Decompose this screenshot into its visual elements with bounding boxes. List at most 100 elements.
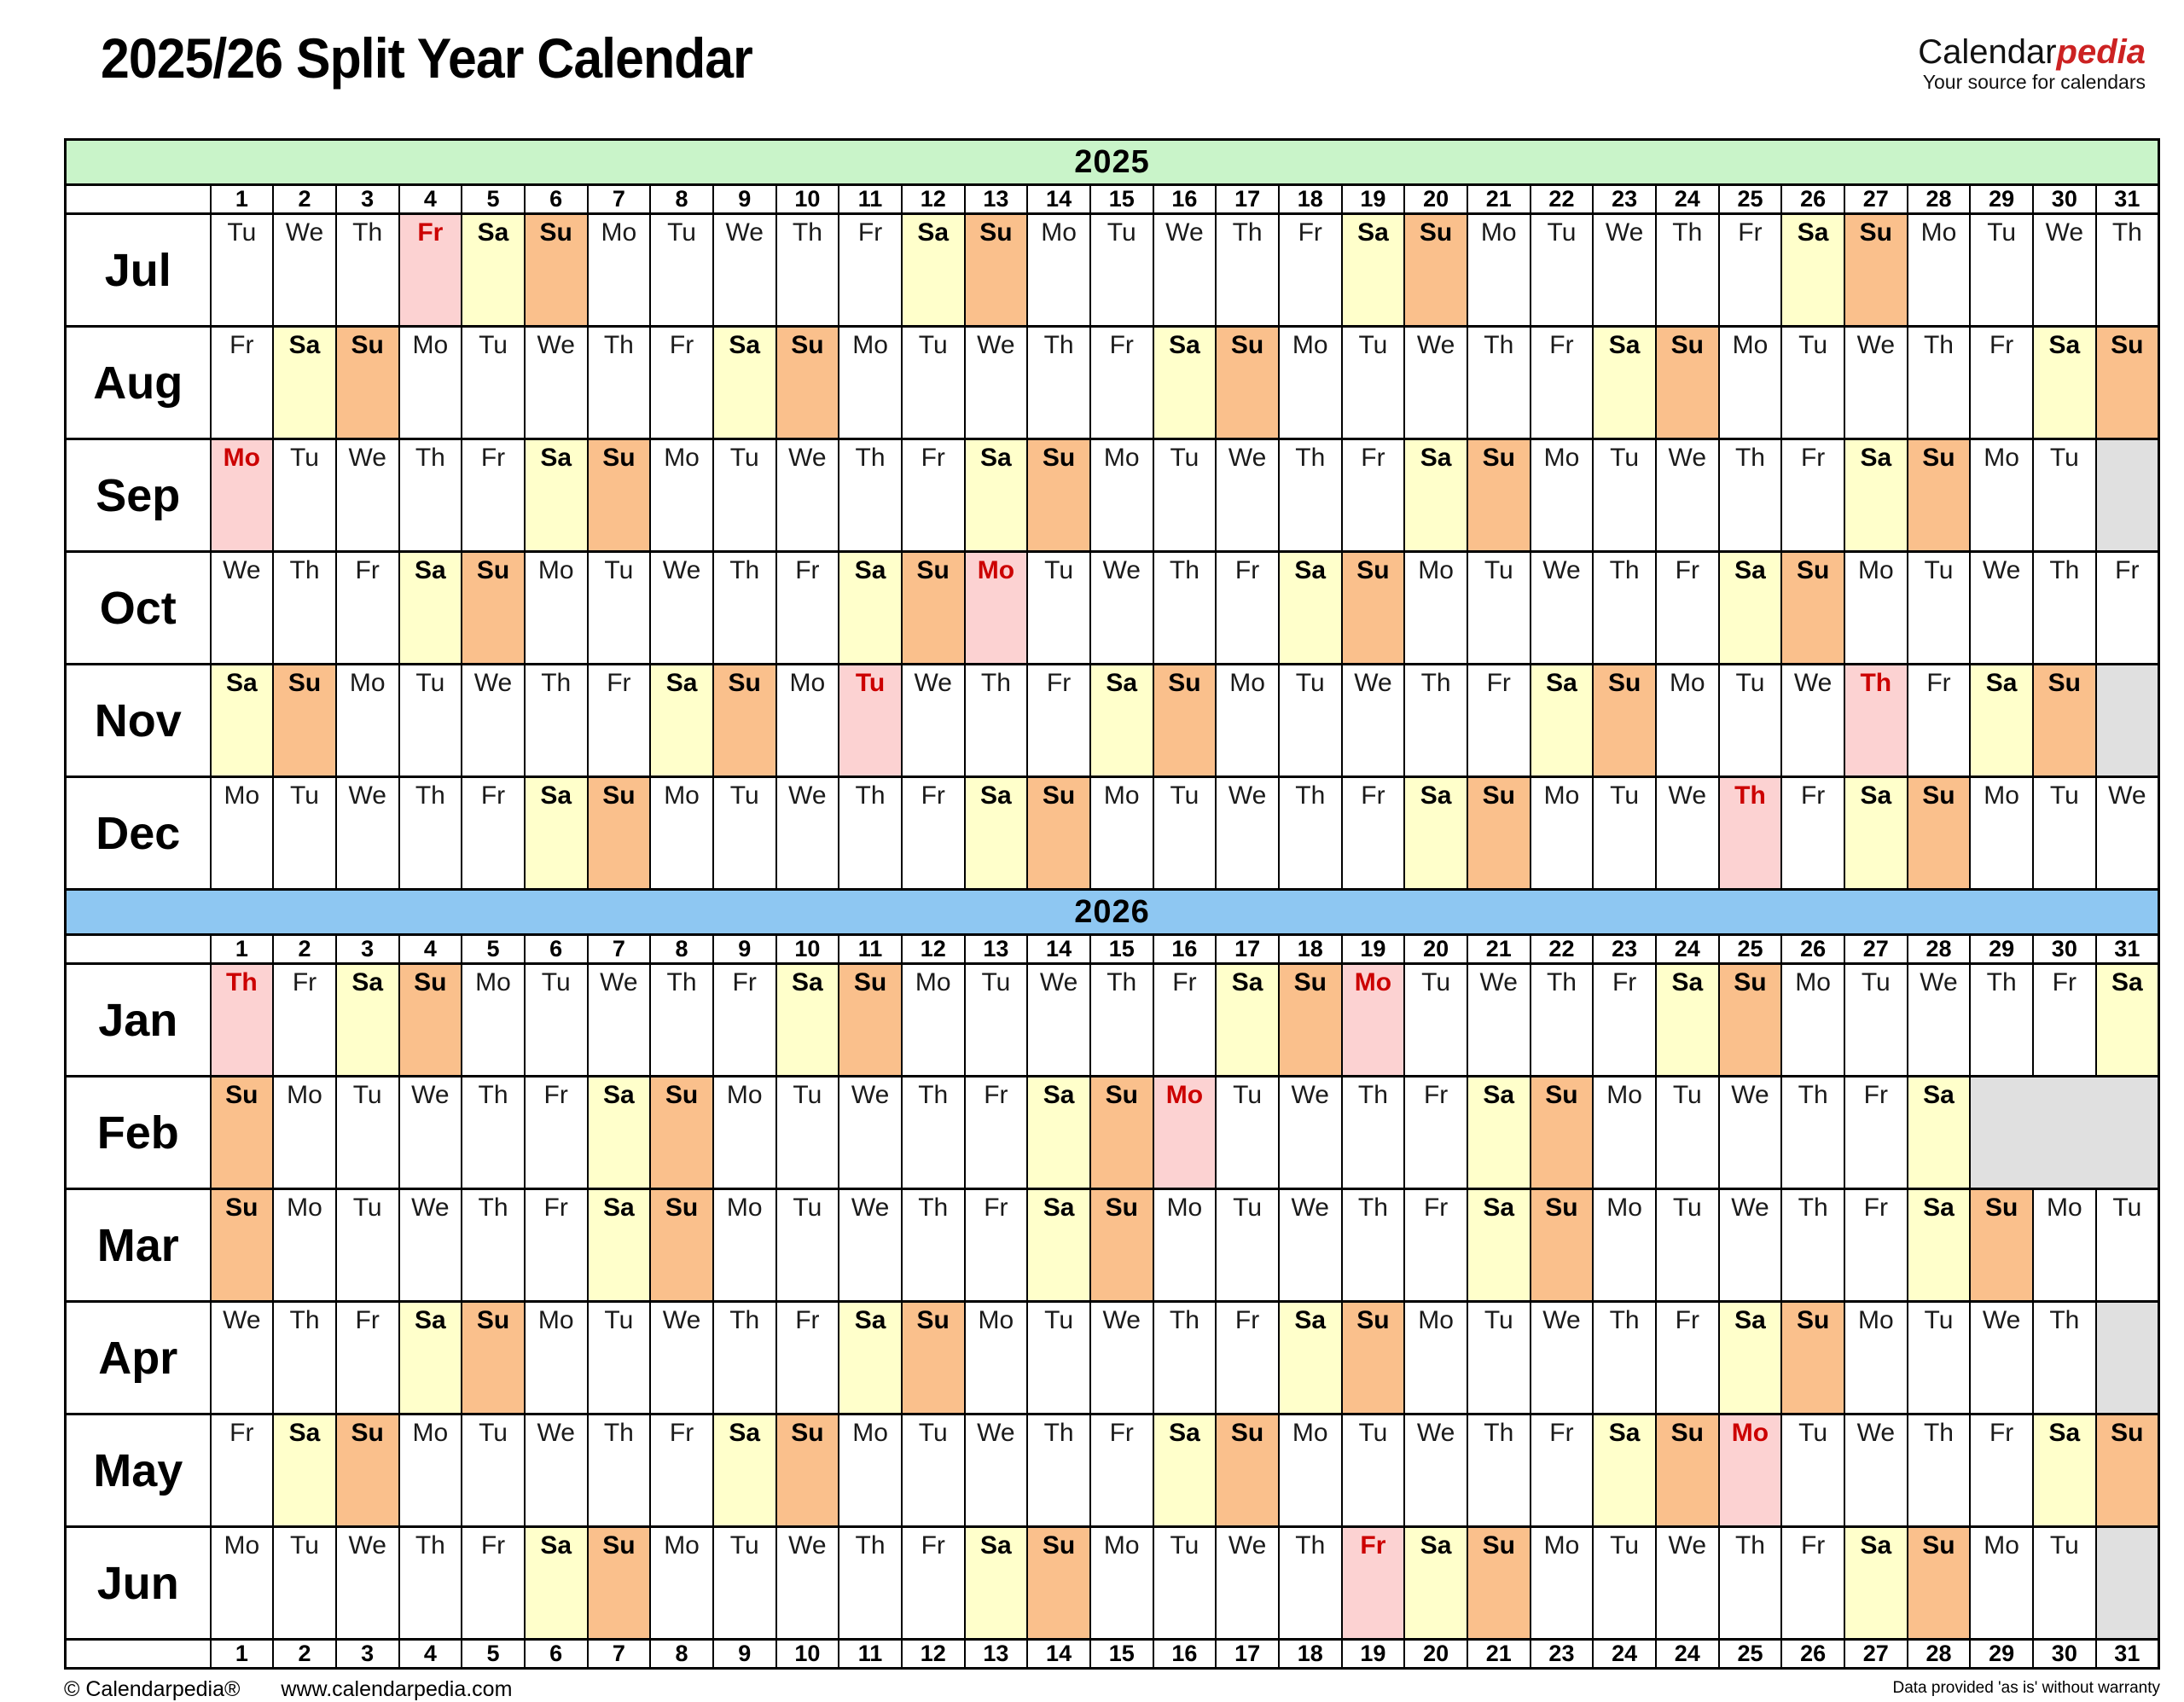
day-cell-Dec-22: Mo	[1529, 775, 1594, 891]
day-cell-Jun-8: Mo	[649, 1525, 714, 1641]
day-cell-Mar-15: Su	[1089, 1188, 1154, 1303]
day-cell-Nov-25: Tu	[1717, 663, 1783, 778]
day-number-cell: 24	[1654, 1638, 1720, 1670]
day-cell-Apr-9: Th	[712, 1300, 777, 1415]
day-cell-May-31: Su	[2094, 1413, 2160, 1528]
day-cell-May-11: Mo	[838, 1413, 903, 1528]
day-number-cell: 16	[1152, 933, 1217, 965]
day-cell-Feb-21: Sa	[1466, 1075, 1531, 1190]
day-number-cell: 25	[1717, 1638, 1783, 1670]
day-cell-Aug-23: Sa	[1592, 325, 1657, 440]
day-cell-Jan-25: Su	[1717, 962, 1783, 1078]
day-cell-Jul-30: We	[2031, 212, 2097, 328]
day-cell-Sep-3: We	[334, 438, 400, 553]
day-cell-Dec-1: Mo	[209, 775, 275, 891]
day-cell-Jul-27: Su	[1843, 212, 1908, 328]
day-number-cell: 20	[1403, 1638, 1468, 1670]
day-number-cell: 2	[272, 183, 337, 215]
day-cell-Jan-3: Sa	[334, 962, 400, 1078]
day-cell-Apr-7: Tu	[586, 1300, 652, 1415]
day-cell-Dec-16: Tu	[1152, 775, 1217, 891]
day-cell-May-28: Th	[1906, 1413, 1972, 1528]
day-cell-Jun-14: Su	[1026, 1525, 1091, 1641]
day-cell-Aug-7: Th	[586, 325, 652, 440]
day-cell-Nov-28: Fr	[1906, 663, 1972, 778]
day-number-cell: 2	[272, 933, 337, 965]
day-cell-Jul-14: Mo	[1026, 212, 1091, 328]
day-cell-Aug-4: Mo	[398, 325, 463, 440]
day-cell-Jul-21: Mo	[1466, 212, 1531, 328]
day-number-cell: 27	[1843, 183, 1908, 215]
empty-day-cell	[2094, 1300, 2160, 1415]
day-cell-Apr-23: Th	[1592, 1300, 1657, 1415]
day-cell-Sep-23: Tu	[1592, 438, 1657, 553]
day-number-cell: 30	[2031, 1638, 2097, 1670]
day-cell-Jul-4: Fr	[398, 212, 463, 328]
day-cell-Jul-16: We	[1152, 212, 1217, 328]
day-number-cell: 20	[1403, 183, 1468, 215]
day-number-cell: 3	[334, 183, 400, 215]
footer-disclaimer: Data provided 'as is' without warranty	[1892, 1679, 2160, 1697]
day-cell-Oct-9: Th	[712, 550, 777, 665]
day-number-cell: 26	[1780, 183, 1845, 215]
day-cell-Sep-19: Fr	[1340, 438, 1406, 553]
month-label-Jan: Jan	[64, 962, 212, 1078]
day-number-cell: 28	[1906, 933, 1972, 965]
day-cell-Sep-10: We	[775, 438, 840, 553]
day-cell-Dec-25: Th	[1717, 775, 1783, 891]
day-cell-Jan-2: Fr	[272, 962, 337, 1078]
day-cell-Oct-27: Mo	[1843, 550, 1908, 665]
day-number-cell: 26	[1780, 1638, 1845, 1670]
day-number-cell: 28	[1906, 183, 1972, 215]
month-label-Jun: Jun	[64, 1525, 212, 1641]
day-cell-Dec-8: Mo	[649, 775, 714, 891]
day-cell-Oct-13: Mo	[963, 550, 1029, 665]
day-cell-Nov-10: Mo	[775, 663, 840, 778]
footer-website-link[interactable]: www.calendarpedia.com	[281, 1677, 513, 1701]
day-cell-Jan-19: Mo	[1340, 962, 1406, 1078]
day-cell-Nov-5: We	[461, 663, 526, 778]
day-number-cell: 26	[1780, 933, 1845, 965]
day-cell-Jul-20: Su	[1403, 212, 1468, 328]
day-cell-Feb-17: Tu	[1215, 1075, 1280, 1190]
day-cell-Nov-16: Su	[1152, 663, 1217, 778]
day-number-cell: 11	[838, 933, 903, 965]
day-cell-Sep-29: Mo	[1969, 438, 2034, 553]
day-number-cell: 14	[1026, 183, 1091, 215]
day-cell-May-30: Sa	[2031, 1413, 2097, 1528]
day-cell-Feb-24: Tu	[1654, 1075, 1720, 1190]
day-cell-Jun-10: We	[775, 1525, 840, 1641]
day-cell-Dec-14: Su	[1026, 775, 1091, 891]
day-cell-Sep-5: Fr	[461, 438, 526, 553]
day-cell-Oct-17: Fr	[1215, 550, 1280, 665]
day-cell-Sep-14: Su	[1026, 438, 1091, 553]
day-cell-May-27: We	[1843, 1413, 1908, 1528]
day-cell-Jan-10: Sa	[775, 962, 840, 1078]
day-cell-Apr-20: Mo	[1403, 1300, 1468, 1415]
day-cell-May-1: Fr	[209, 1413, 275, 1528]
day-cell-Feb-22: Su	[1529, 1075, 1594, 1190]
day-cell-Sep-17: We	[1215, 438, 1280, 553]
day-number-cell: 27	[1843, 933, 1908, 965]
day-cell-Jan-29: Th	[1969, 962, 2034, 1078]
day-cell-Nov-6: Th	[523, 663, 589, 778]
day-cell-Aug-31: Su	[2094, 325, 2160, 440]
day-cell-Nov-4: Tu	[398, 663, 463, 778]
day-number-cell: 11	[838, 183, 903, 215]
day-cell-Sep-6: Sa	[523, 438, 589, 553]
day-cell-May-13: We	[963, 1413, 1029, 1528]
day-cell-Feb-25: We	[1717, 1075, 1783, 1190]
day-cell-Oct-30: Th	[2031, 550, 2097, 665]
day-number-cell: 6	[523, 183, 589, 215]
month-label-Feb: Feb	[64, 1075, 212, 1190]
day-cell-Aug-27: We	[1843, 325, 1908, 440]
day-number-cell: 12	[900, 183, 966, 215]
day-cell-Oct-21: Tu	[1466, 550, 1531, 665]
day-cell-Dec-19: Fr	[1340, 775, 1406, 891]
day-cell-May-4: Mo	[398, 1413, 463, 1528]
day-number-cell: 21	[1466, 1638, 1531, 1670]
day-number-cell: 17	[1215, 933, 1280, 965]
day-cell-Jun-28: Su	[1906, 1525, 1972, 1641]
day-cell-Dec-7: Su	[586, 775, 652, 891]
day-cell-Jun-23: Tu	[1592, 1525, 1657, 1641]
